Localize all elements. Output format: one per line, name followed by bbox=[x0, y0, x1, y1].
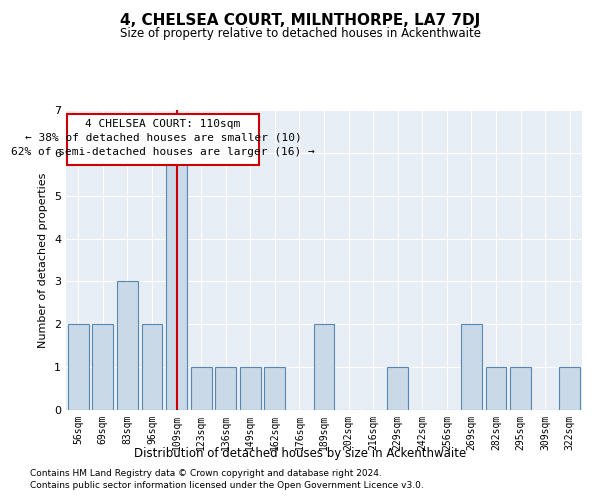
Bar bbox=[265, 367, 286, 410]
Bar bbox=[142, 324, 163, 410]
FancyBboxPatch shape bbox=[67, 114, 259, 165]
Text: 4, CHELSEA COURT, MILNTHORPE, LA7 7DJ: 4, CHELSEA COURT, MILNTHORPE, LA7 7DJ bbox=[120, 12, 480, 28]
Bar bbox=[240, 367, 261, 410]
Bar bbox=[68, 324, 89, 410]
Bar bbox=[166, 153, 187, 410]
Text: Contains HM Land Registry data © Crown copyright and database right 2024.: Contains HM Land Registry data © Crown c… bbox=[30, 468, 382, 477]
Bar bbox=[92, 324, 113, 410]
Bar bbox=[191, 367, 212, 410]
Text: 62% of semi-detached houses are larger (16) →: 62% of semi-detached houses are larger (… bbox=[11, 147, 315, 157]
Text: Contains public sector information licensed under the Open Government Licence v3: Contains public sector information licen… bbox=[30, 481, 424, 490]
Bar bbox=[387, 367, 408, 410]
Bar bbox=[485, 367, 506, 410]
Bar bbox=[461, 324, 482, 410]
Text: Distribution of detached houses by size in Ackenthwaite: Distribution of detached houses by size … bbox=[134, 448, 466, 460]
Bar bbox=[314, 324, 334, 410]
Y-axis label: Number of detached properties: Number of detached properties bbox=[38, 172, 49, 348]
Bar bbox=[559, 367, 580, 410]
Text: Size of property relative to detached houses in Ackenthwaite: Size of property relative to detached ho… bbox=[119, 28, 481, 40]
Bar bbox=[510, 367, 531, 410]
Bar bbox=[215, 367, 236, 410]
Text: 4 CHELSEA COURT: 110sqm: 4 CHELSEA COURT: 110sqm bbox=[85, 118, 241, 128]
Bar bbox=[117, 282, 138, 410]
Text: ← 38% of detached houses are smaller (10): ← 38% of detached houses are smaller (10… bbox=[25, 132, 301, 142]
